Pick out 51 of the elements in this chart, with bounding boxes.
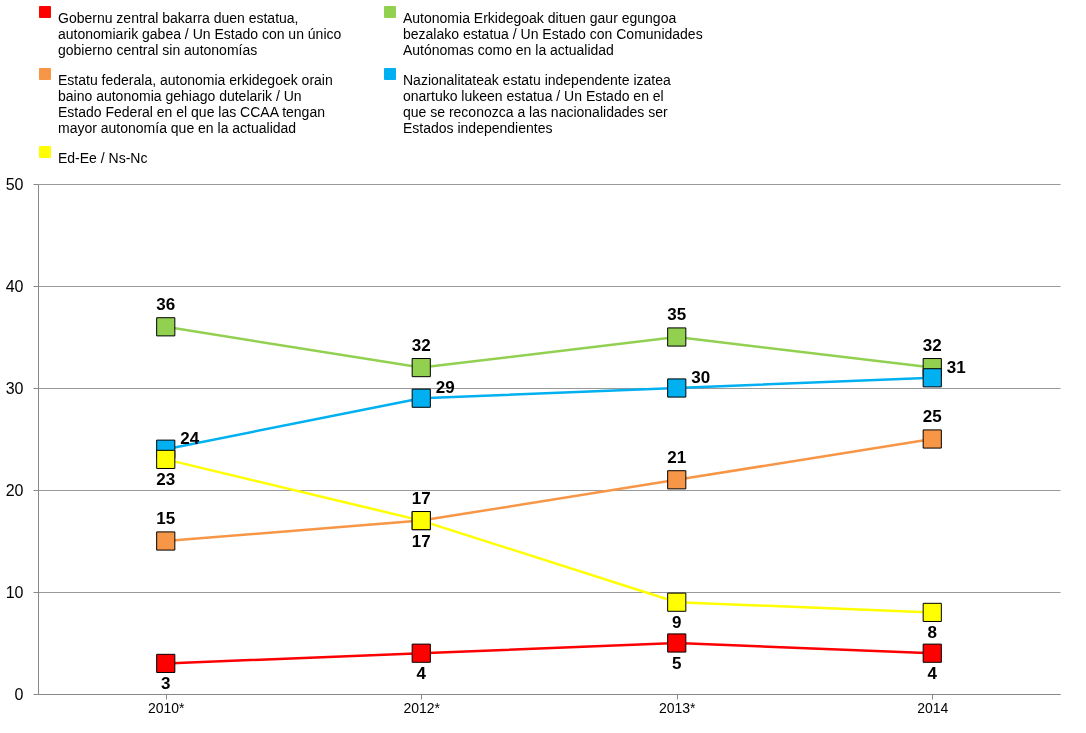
point (922, 643, 942, 663)
data-label: 32 (411, 335, 431, 355)
point (156, 653, 176, 673)
point (667, 470, 687, 490)
legend-label: Nazionalitateak estatu independente izatea onartuko lukeen estatua / Un Estado en el que se reconozca a las nacionalidades ser Estados independientes (403, 72, 671, 136)
point (411, 643, 431, 663)
data-label: 35 (667, 305, 687, 324)
data-label: 36 (156, 294, 176, 314)
y-tick-label: 40 (5, 277, 24, 295)
y-tick-label: 30 (5, 379, 24, 397)
point (667, 633, 687, 653)
point (922, 429, 942, 449)
data-label: 24 (180, 429, 200, 449)
data-label: 25 (922, 407, 942, 426)
data-label: 32 (922, 335, 942, 355)
point (922, 602, 942, 622)
legend-label: Estatu federala, autonomia erkidegoek orain baino autonomia gehiago dutelarik / Un Estado Federal en el que las CCAA tengan mayor autonomía que en la actualidad (58, 72, 333, 136)
data-label: 21 (667, 447, 687, 467)
data-label: 23 (156, 470, 176, 490)
data-label: 4 (927, 664, 938, 684)
data-label: 17 (411, 488, 431, 508)
point (411, 388, 431, 408)
data-label: 29 (435, 378, 455, 398)
point (156, 531, 176, 551)
point (667, 327, 687, 347)
y-tick-label: 50 (5, 175, 24, 193)
data-label: 31 (946, 357, 966, 377)
legend-label: Gobernu zentral bakarra duen estatua, autonomiarik gabea / Un Estado con un único gobierno central sin autonomías (58, 10, 342, 58)
x-tick-label: 2012* (403, 699, 441, 716)
x-tick-label: 2014 (917, 699, 949, 716)
point (156, 449, 176, 469)
y-tick-label: 0 (14, 685, 24, 703)
y-tick-label: 10 (5, 583, 24, 601)
point (922, 368, 942, 388)
point (667, 592, 687, 612)
point (411, 358, 431, 378)
x-tick-label: 2013* (658, 699, 697, 716)
data-label: 8 (927, 623, 937, 643)
data-label: 5 (672, 654, 682, 673)
y-tick-label: 20 (5, 481, 24, 499)
data-label: 30 (691, 368, 711, 387)
data-label: 4 (416, 664, 427, 684)
x-tick-label: 2010* (147, 699, 186, 716)
data-label: 9 (672, 613, 682, 633)
data-label: 17 (411, 531, 431, 551)
data-label: 3 (161, 674, 171, 694)
legend-label: Ed-Ee / Ns-Nc (58, 150, 148, 166)
point (667, 378, 687, 398)
data-label: 15 (156, 509, 176, 528)
point (156, 317, 176, 337)
legend-label: Autonomia Erkidegoak dituen gaur egungoa bezalako estatua / Un Estado con Comunidades Autónomas como en la actualidad (403, 10, 703, 58)
